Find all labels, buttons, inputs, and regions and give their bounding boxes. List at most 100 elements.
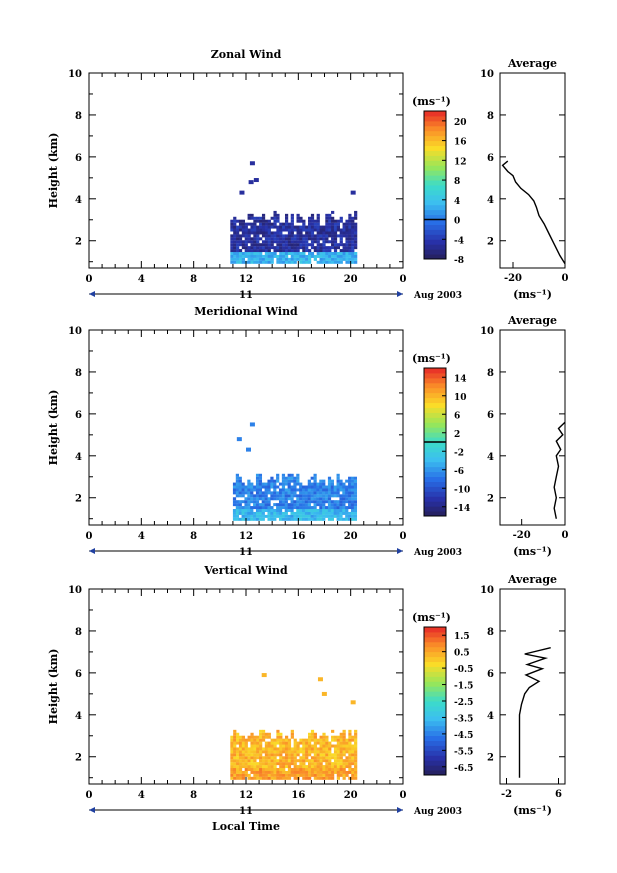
heatmap-cell: [348, 500, 352, 504]
heatmap-cell: [342, 254, 346, 258]
heatmap-cell: [235, 494, 239, 498]
heatmap-cell: [290, 750, 294, 754]
heatmap-cell: [290, 506, 294, 510]
heatmap-cell: [310, 744, 315, 748]
heatmap-cell: [250, 485, 254, 489]
heatmap-cell: [241, 753, 246, 757]
heatmap-cell: [327, 494, 332, 498]
heatmap-cell: [339, 741, 343, 745]
heatmap-cell: [284, 509, 288, 512]
heatmap-cell: [273, 249, 277, 253]
colorbar-segment: [424, 402, 446, 408]
heatmap-cell: [310, 762, 315, 766]
heatmap-cell: [308, 744, 312, 748]
heatmap-cell: [339, 249, 343, 253]
heatmap-cell: [333, 765, 338, 769]
heatmap-cell: [348, 476, 352, 480]
heatmap-cell: [282, 260, 286, 264]
heatmap-cell: [287, 237, 292, 241]
average-frame: [499, 588, 566, 785]
heatmap-cell: [284, 762, 289, 766]
heatmap-cell: [325, 514, 329, 518]
heatmap-cell: [258, 491, 263, 495]
heatmap-cell: [250, 756, 254, 760]
heatmap-cell: [308, 768, 312, 771]
heatmap-cell: [325, 219, 329, 223]
heatmap-cell: [299, 497, 303, 501]
heatmap-cell: [325, 254, 329, 258]
heatmap-cell: [259, 231, 263, 235]
heatmap-cell: [273, 494, 277, 498]
heatmap-cell: [250, 237, 254, 241]
heatmap-cell: [264, 735, 269, 739]
colorbar-segment: [424, 407, 446, 413]
heatmap-cell: [322, 776, 326, 780]
heatmap-cell: [313, 514, 317, 518]
heatmap-cell: [345, 219, 349, 223]
heatmap-cell: [233, 768, 237, 771]
heatmap-cell: [250, 762, 254, 766]
heatmap-cell: [342, 228, 346, 232]
heatmap-cell: [250, 494, 254, 498]
heatmap-cell: [293, 257, 297, 261]
colorbar-segment: [424, 165, 446, 171]
heatmap-cell: [322, 479, 326, 483]
heatmap-cell: [313, 735, 317, 739]
heatmap-cell: [261, 509, 265, 512]
heatmap-cell: [348, 225, 352, 229]
heatmap-cell: [316, 260, 320, 264]
heatmap-cell: [333, 491, 337, 495]
heatmap-cell: [301, 491, 306, 495]
heatmap-cell: [313, 732, 317, 736]
heatmap-cell: [241, 246, 246, 250]
heatmap-cell: [331, 762, 335, 766]
heatmap-cell: [350, 511, 355, 515]
heatmap-cell: [233, 231, 237, 235]
heatmap-cell: [319, 243, 323, 247]
heatmap-cell: [244, 738, 248, 742]
heatmap-cell: [255, 500, 260, 504]
heatmap-cell: [319, 485, 323, 489]
heatmap-cell: [267, 228, 271, 232]
heatmap-cell: [290, 503, 294, 507]
heatmap-cell: [342, 252, 346, 255]
heatmap-cell: [342, 765, 346, 769]
heatmap-cell: [333, 770, 338, 774]
heatmap-cell: [267, 503, 271, 507]
heatmap-cell: [290, 514, 294, 518]
heatmap-cell: [351, 738, 355, 742]
heatmap-cell: [267, 485, 271, 489]
heatmap-cell: [336, 741, 340, 745]
heatmap-cell: [342, 494, 346, 498]
heatmap-cell: [281, 497, 286, 501]
heatmap-cell: [279, 765, 283, 769]
heatmap-cell: [339, 234, 343, 238]
heatmap-cell: [348, 511, 352, 515]
heatmap-cell: [296, 246, 300, 250]
heatmap-cell: [241, 252, 246, 255]
heatmap-cell: [253, 249, 257, 253]
heatmap-cell: [313, 741, 317, 745]
heatmap-cell: [253, 770, 257, 774]
heatmap-cell: [322, 254, 326, 258]
heatmap-cell: [282, 257, 286, 261]
heatmap-cell: [354, 228, 358, 232]
heatmap-cell: [276, 219, 280, 223]
heatmap-cell: [284, 744, 289, 748]
heatmap-cell: [259, 756, 263, 760]
heatmap-cell: [293, 741, 297, 745]
heatmap-cell: [339, 494, 343, 498]
heatmap-cell: [308, 747, 312, 751]
heatmap-cell: [350, 503, 355, 507]
heatmap-cell: [264, 756, 269, 760]
heatmap-cell: [342, 738, 346, 742]
heatmap-cell: [345, 252, 349, 255]
heatmap-cell: [264, 252, 269, 255]
heatmap-cell: [233, 225, 237, 229]
heatmap-cell: [351, 257, 355, 261]
heatmap-cell: [261, 231, 266, 235]
heatmap-cell: [354, 213, 358, 217]
heatmap-cell: [267, 773, 271, 777]
heatmap-cell: [351, 231, 355, 235]
